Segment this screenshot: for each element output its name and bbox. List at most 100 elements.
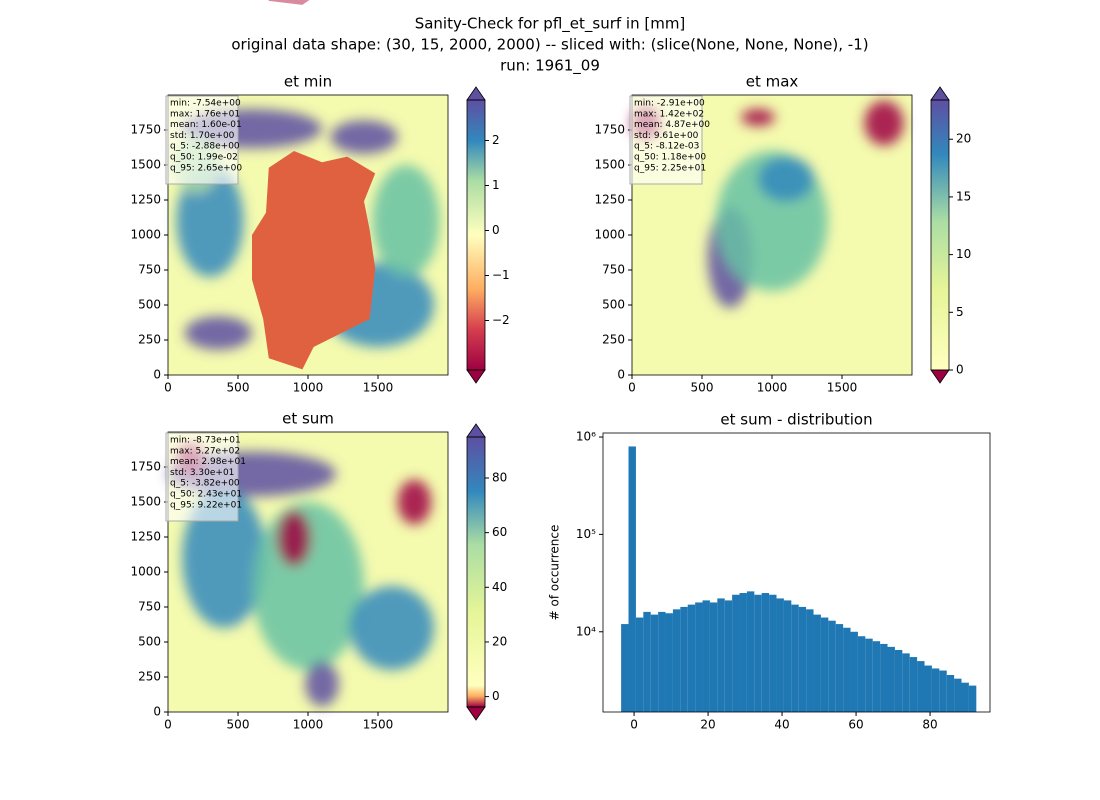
y-tick-label: 0 [617, 368, 625, 382]
colorbar-frame [466, 436, 486, 708]
colorbar-extend [466, 369, 486, 384]
heatmap-image [168, 432, 448, 712]
histogram-bar [695, 602, 703, 712]
colorbar-tick-label: 0 [492, 689, 500, 703]
y-tick-label: 500 [602, 298, 625, 312]
y-tick-label: 250 [602, 333, 625, 347]
histogram-bar [628, 446, 636, 712]
heatmap-texture [632, 100, 904, 308]
histogram-bar [672, 609, 681, 712]
y-tick-label: 1750 [130, 460, 161, 474]
histogram-bar [843, 627, 851, 712]
stats-text: q_50: 2.43e+01 [170, 490, 242, 500]
y-tick-label: 1250 [130, 193, 161, 207]
histogram-bar [813, 614, 821, 712]
colorbar-extend [466, 86, 486, 101]
stats-text: std: 9.61e+00 [634, 131, 699, 141]
histogram-bar [665, 613, 673, 712]
y-tick-label: 500 [138, 635, 161, 649]
x-tick-label: 0 [630, 718, 638, 732]
histogram-bar [850, 631, 858, 712]
x-tick-label: 1500 [363, 718, 394, 732]
histogram-bar [902, 653, 910, 712]
colorbar-tick-label: −2 [492, 313, 510, 327]
heatmap-patch [397, 479, 432, 525]
histogram-bar [880, 643, 888, 712]
heatmap-region [252, 151, 376, 370]
colorbar [467, 437, 485, 707]
axes-frame [602, 432, 991, 713]
x-tick-label: 40 [774, 718, 789, 732]
y-tick-label: 1500 [594, 158, 625, 172]
stats-text: q_50: 1.18e+00 [634, 153, 706, 163]
y-tick-label: 750 [138, 600, 161, 614]
heatmap-patch [741, 109, 775, 126]
heatmap-patch [182, 488, 266, 628]
histogram-bar [924, 665, 932, 712]
histogram-bar [687, 604, 696, 712]
histogram-bar [739, 593, 747, 712]
y-tick-label: 10⁶ [576, 430, 596, 444]
y-tick-label: 1500 [130, 158, 161, 172]
histogram-bar [754, 594, 762, 712]
histogram-bar [835, 624, 844, 712]
histogram-bar [961, 682, 969, 712]
colorbar-frame [930, 99, 950, 371]
x-tick-label: 500 [227, 381, 250, 395]
histogram-bar [872, 641, 881, 712]
stats-text: min: -2.91e+00 [634, 99, 705, 109]
axes-title: et max [746, 73, 799, 91]
colorbar-tick-label: 2 [492, 133, 500, 147]
stats-text: mean: 2.98e+01 [170, 457, 246, 467]
x-tick-label: 0 [164, 381, 172, 395]
y-axis-label: # of occurrence [548, 525, 562, 621]
stats-box [165, 432, 239, 522]
histogram-bar [946, 674, 955, 712]
histogram-bar [806, 609, 814, 712]
suptitle: run: 1961_09 [500, 57, 600, 76]
stats-text: q_50: 1.99e-02 [170, 153, 238, 163]
x-tick-label: 1000 [293, 718, 324, 732]
histogram-bar [709, 602, 718, 712]
colorbar-tick-label: −1 [492, 268, 510, 282]
colorbar-frame [466, 99, 486, 371]
heatmap-texture [168, 443, 434, 707]
stats-text: q_5: -3.82e+00 [170, 479, 240, 489]
heatmap-patch [330, 120, 398, 154]
colorbar [467, 100, 485, 370]
histogram-bar [658, 611, 666, 712]
colorbar-tick-label: 10 [956, 247, 971, 261]
stats-text: min: -8.73e+01 [170, 436, 241, 446]
histogram-bar [776, 598, 784, 712]
suptitle: Sanity-Check for pfl_et_surf in [mm] [415, 15, 686, 34]
x-tick-label: 20 [700, 718, 715, 732]
stats-text: q_95: 2.65e+00 [170, 163, 242, 173]
x-tick-label: 1500 [363, 381, 394, 395]
histogram-bar [746, 591, 755, 712]
suptitle: original data shape: (30, 15, 2000, 2000… [231, 36, 868, 54]
histogram-bar [931, 668, 940, 712]
stats-text: min: -7.54e+00 [170, 99, 241, 109]
stats-text: max: 1.42e+02 [634, 109, 704, 119]
histogram-bar [643, 611, 651, 712]
colorbar-tick-label: 15 [956, 189, 971, 203]
colorbar-tick-label: 0 [492, 223, 500, 237]
heatmap-patch [277, 510, 311, 567]
histogram-bar [917, 661, 925, 712]
histogram-bar [724, 600, 733, 712]
colorbar-extend [930, 369, 950, 384]
heatmap-region [268, 0, 310, 5]
stats-text: q_95: 9.22e+01 [170, 500, 242, 510]
colorbar-tick-label: 0 [956, 363, 964, 377]
y-tick-label: 1000 [130, 228, 161, 242]
stats-text: max: 1.76e+01 [170, 109, 240, 119]
heatmap-patch [350, 586, 434, 670]
stats-text: q_5: -2.88e+00 [170, 142, 240, 152]
histogram-bar [954, 678, 962, 712]
y-tick-label: 10⁵ [576, 527, 596, 541]
y-tick-label: 1750 [594, 123, 625, 137]
heatmap-patch [305, 661, 339, 707]
histogram-bar [828, 620, 836, 712]
heatmap-patch [184, 316, 252, 350]
